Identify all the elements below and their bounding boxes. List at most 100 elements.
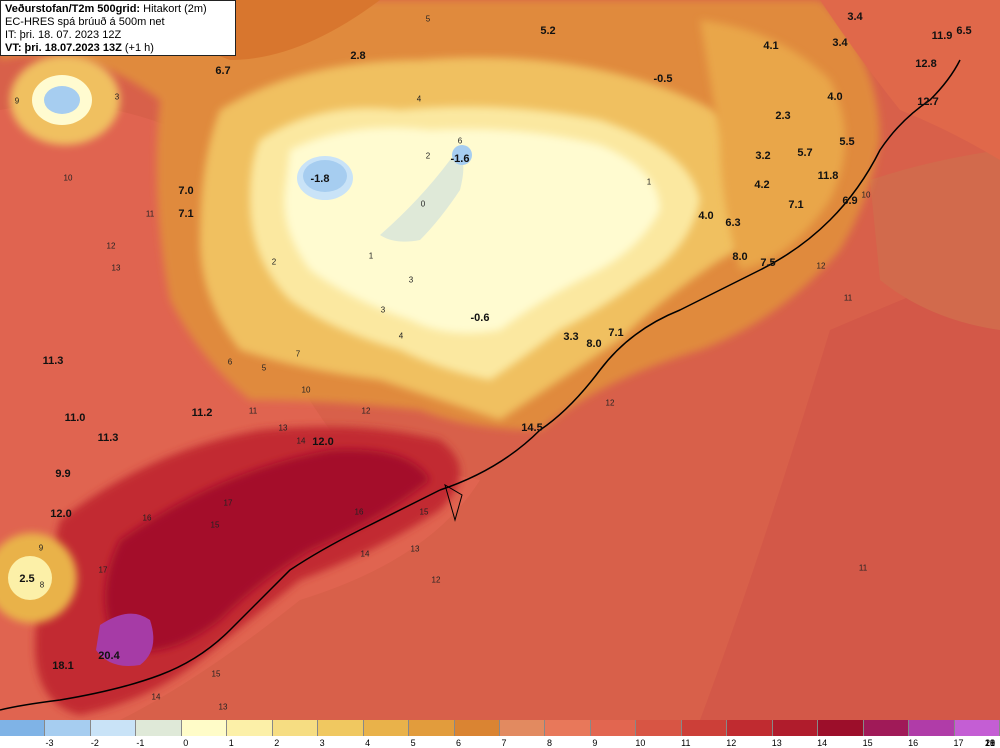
colorbar-tick: 19 <box>984 738 996 748</box>
temp-label: 8.0 <box>586 338 602 350</box>
temp-label: 5.7 <box>797 147 813 159</box>
contour-number: 4 <box>416 94 422 104</box>
colorbar-tick: 21 <box>984 738 996 748</box>
contour-number: 15 <box>419 507 429 517</box>
temp-label: 3.3 <box>563 331 579 343</box>
temp-label: 11.3 <box>42 355 64 367</box>
colorbar-tick: 2 <box>274 738 280 748</box>
colorbar-tick: 3 <box>319 738 325 748</box>
temp-label: 3.4 <box>847 11 863 23</box>
contour-number: 12 <box>816 261 826 271</box>
contour-number: 10 <box>63 173 73 183</box>
colorbar-tick: 0 <box>183 738 189 748</box>
contour-number: 11 <box>248 406 258 416</box>
colorbar-swatch <box>727 720 773 736</box>
temperature-map <box>0 0 1000 720</box>
colorbar-swatch <box>499 720 546 736</box>
contour-number: 8 <box>39 580 45 590</box>
contour-number: 12 <box>361 406 371 416</box>
temp-label: 20.4 <box>98 650 120 662</box>
colorbar-tick: 15 <box>862 738 873 748</box>
temp-label: 6.3 <box>725 217 741 229</box>
contour-number: 2 <box>425 151 431 161</box>
colorbar-tick: -1 <box>136 738 145 748</box>
initial-time: IT: þri. 18. 07. 2023 12Z <box>5 29 122 41</box>
contour-number: 17 <box>223 498 233 508</box>
contour-number: 13 <box>111 263 121 273</box>
temp-label: 12.7 <box>917 96 939 108</box>
colorbar-swatch <box>409 720 455 736</box>
contour-number: 13 <box>278 423 288 433</box>
temp-label: 5.2 <box>540 25 556 37</box>
contour-number: 11 <box>145 209 155 219</box>
temp-label: 11.8 <box>817 170 839 182</box>
colorbar-tick: -3 <box>45 738 54 748</box>
colorbar-tick: 9 <box>592 738 598 748</box>
contour-number: 7 <box>295 349 301 359</box>
temp-label: 7.1 <box>178 208 194 220</box>
temp-label: 12.0 <box>312 436 334 448</box>
temp-label: 2.3 <box>775 110 791 122</box>
temp-label: 5.5 <box>839 136 855 148</box>
colorbar-tick: 16 <box>908 738 919 748</box>
map-title-box: Veðurstofan/T2m 500grid: Hitakort (2m) E… <box>0 0 236 56</box>
colorbar-swatch <box>90 720 137 736</box>
contour-number: 3 <box>380 305 386 315</box>
contour-number: 5 <box>425 14 431 24</box>
temp-label: 4.1 <box>763 40 779 52</box>
temp-label: 3.2 <box>755 150 771 162</box>
temp-label: 6.7 <box>215 65 231 77</box>
contour-number: 12 <box>106 241 116 251</box>
temperature-colorbar: -3 -2 -1 0 1 2 3 4 5 6 7 8 9 10 11 12 13 14 15 16 17 18 19 20 21 <box>0 720 1000 748</box>
colorbar-swatch <box>545 720 591 736</box>
contour-number: 10 <box>861 190 871 200</box>
contour-number: 11 <box>843 293 853 303</box>
temp-label: 4.0 <box>698 210 714 222</box>
contour-number: 1 <box>646 177 652 187</box>
contour-number: 13 <box>218 702 228 712</box>
colorbar-tick: 20 <box>984 738 996 748</box>
colorbar-swatch <box>272 720 319 736</box>
contour-number: 12 <box>605 398 615 408</box>
colorbar-swatches <box>0 720 1000 736</box>
temp-label: 18.1 <box>52 660 74 672</box>
model-line: EC-HRES spá brúuð á 500m net <box>5 16 165 28</box>
contour-number: 6 <box>457 136 463 146</box>
temp-label: 3.4 <box>832 37 848 49</box>
colorbar-tick: -2 <box>90 738 99 748</box>
contour-number: 14 <box>296 436 306 446</box>
contour-number: 11 <box>858 563 868 573</box>
temp-label: 14.5 <box>521 422 543 434</box>
colorbar-swatch <box>0 720 46 736</box>
colorbar-tick: 13 <box>771 738 782 748</box>
colorbar-tick: 12 <box>726 738 737 748</box>
colorbar-tick: 5 <box>410 738 416 748</box>
colorbar-swatch <box>227 720 273 736</box>
colorbar-tick: 1 <box>228 738 234 748</box>
colorbar-swatch <box>954 720 1000 736</box>
temp-label: 12.0 <box>50 508 72 520</box>
temp-label: 11.0 <box>64 412 86 424</box>
contour-number: 9 <box>38 543 44 553</box>
contour-number: 13 <box>410 544 420 554</box>
temp-label: 4.2 <box>754 179 770 191</box>
colorbar-swatch <box>818 720 864 736</box>
colorbar-swatch <box>772 720 819 736</box>
colorbar-swatch <box>863 720 910 736</box>
colorbar-swatch <box>909 720 955 736</box>
contour-number: 16 <box>142 513 152 523</box>
colorbar-swatch <box>681 720 728 736</box>
contour-number: 6 <box>227 357 233 367</box>
temp-label: -1.6 <box>450 153 470 165</box>
colorbar-swatch <box>318 720 364 736</box>
temp-label: 4.0 <box>827 91 843 103</box>
contour-number: 4 <box>398 331 404 341</box>
colorbar-swatch <box>636 720 682 736</box>
temp-label: 11.3 <box>97 432 119 444</box>
contour-number: 5 <box>261 363 267 373</box>
map-title: Veðurstofan/T2m 500grid: Hitakort (2m) <box>5 3 207 15</box>
contour-number: 1 <box>368 251 374 261</box>
colorbar-tick: 11 <box>681 738 691 748</box>
contour-number: 15 <box>211 669 221 679</box>
temp-label: 11.2 <box>191 407 213 419</box>
